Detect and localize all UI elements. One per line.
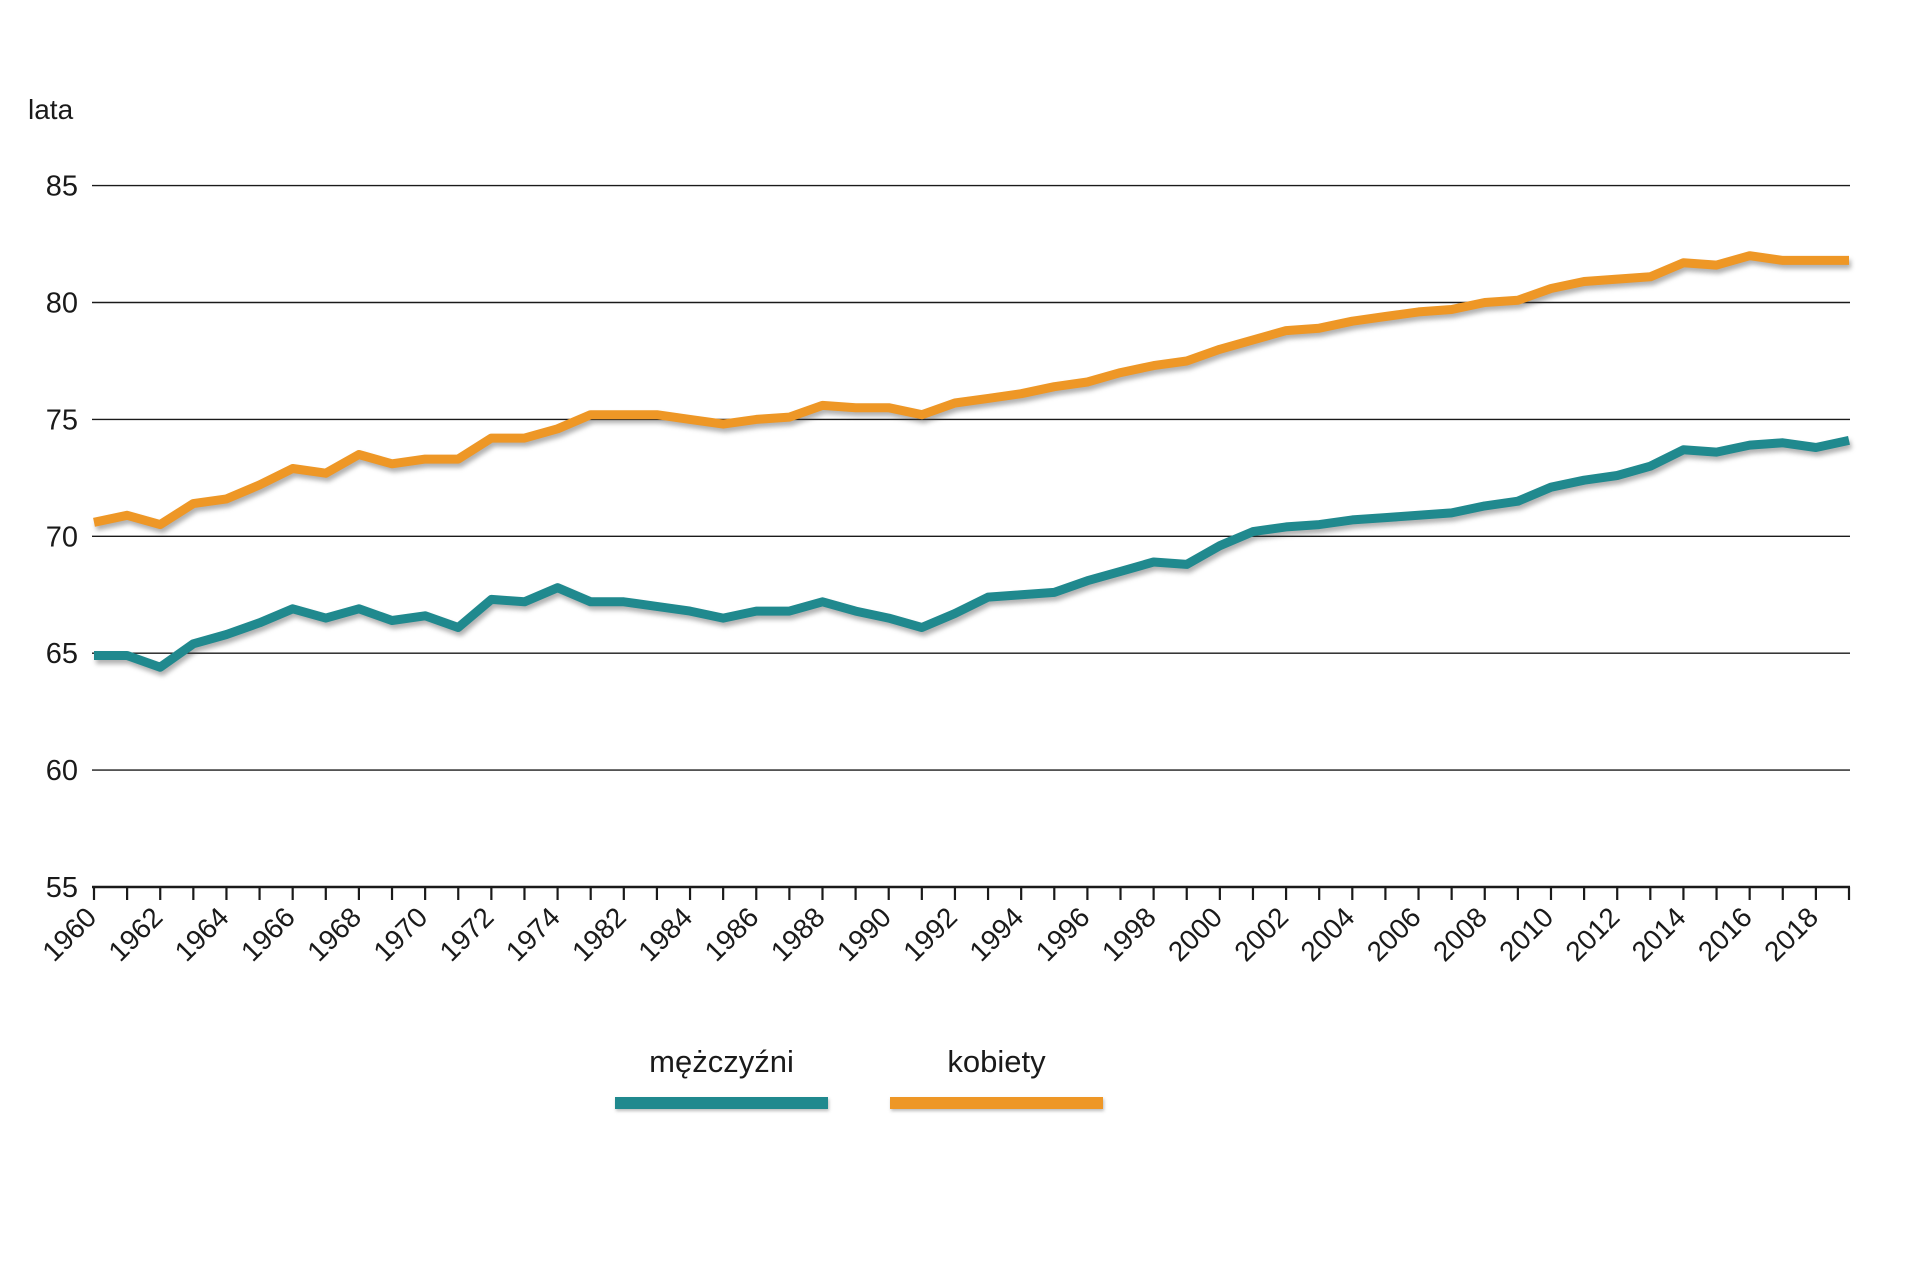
x-tick-label-1986: 1986 — [699, 901, 765, 967]
legend-swatch-men — [615, 1097, 828, 1109]
x-tick-label-2004: 2004 — [1295, 901, 1361, 967]
x-tick-label-1962: 1962 — [102, 901, 168, 967]
y-tick-label-60: 60 — [46, 755, 78, 787]
x-tick-label-1974: 1974 — [500, 901, 566, 967]
x-tick-label-1990: 1990 — [831, 901, 897, 967]
series-line-kobiety — [93, 251, 1849, 530]
x-tick-label-1992: 1992 — [897, 901, 963, 967]
x-tick-label-1998: 1998 — [1096, 901, 1162, 967]
y-tick-label-65: 65 — [46, 638, 78, 670]
x-tick-label-2012: 2012 — [1559, 901, 1625, 967]
x-tick-label-2008: 2008 — [1427, 901, 1493, 967]
x-tick-label-1988: 1988 — [765, 901, 831, 967]
x-tick-label-1994: 1994 — [963, 901, 1029, 967]
y-tick-label-70: 70 — [46, 521, 78, 553]
x-tick-label-2014: 2014 — [1626, 901, 1692, 967]
y-tick-label-80: 80 — [46, 288, 78, 320]
x-tick-label-2002: 2002 — [1228, 901, 1294, 967]
x-tick-label-2016: 2016 — [1692, 901, 1758, 967]
legend: mężczyźni kobiety — [615, 1044, 1103, 1109]
x-tick-label-1964: 1964 — [169, 901, 235, 967]
x-tick-label-1966: 1966 — [235, 901, 301, 967]
x-tick-label-1968: 1968 — [301, 901, 367, 967]
legend-label-women: kobiety — [947, 1044, 1046, 1079]
series-line-mezczyzni — [94, 436, 1850, 672]
x-tick-label-2010: 2010 — [1493, 901, 1559, 967]
y-tick-label-85: 85 — [46, 171, 78, 203]
x-tick-label-2006: 2006 — [1361, 901, 1427, 967]
y-axis-title: lata — [28, 94, 74, 125]
legend-item-women: kobiety — [890, 1044, 1103, 1109]
x-tick-label-1982: 1982 — [566, 901, 632, 967]
y-tick-label-55: 55 — [46, 872, 78, 904]
y-tick-label-75: 75 — [46, 404, 78, 436]
legend-label-men: mężczyźni — [649, 1044, 794, 1079]
legend-swatch-women — [890, 1097, 1103, 1109]
x-tick-label-1970: 1970 — [367, 901, 433, 967]
x-tick-label-1960: 1960 — [36, 901, 102, 967]
x-tick-label-1972: 1972 — [434, 901, 500, 967]
legend-item-men: mężczyźni — [615, 1044, 828, 1109]
x-tick-label-1984: 1984 — [632, 901, 698, 967]
x-tick-label-2000: 2000 — [1162, 901, 1228, 967]
x-tick-label-2018: 2018 — [1758, 901, 1824, 967]
x-tick-label-1996: 1996 — [1030, 901, 1096, 967]
